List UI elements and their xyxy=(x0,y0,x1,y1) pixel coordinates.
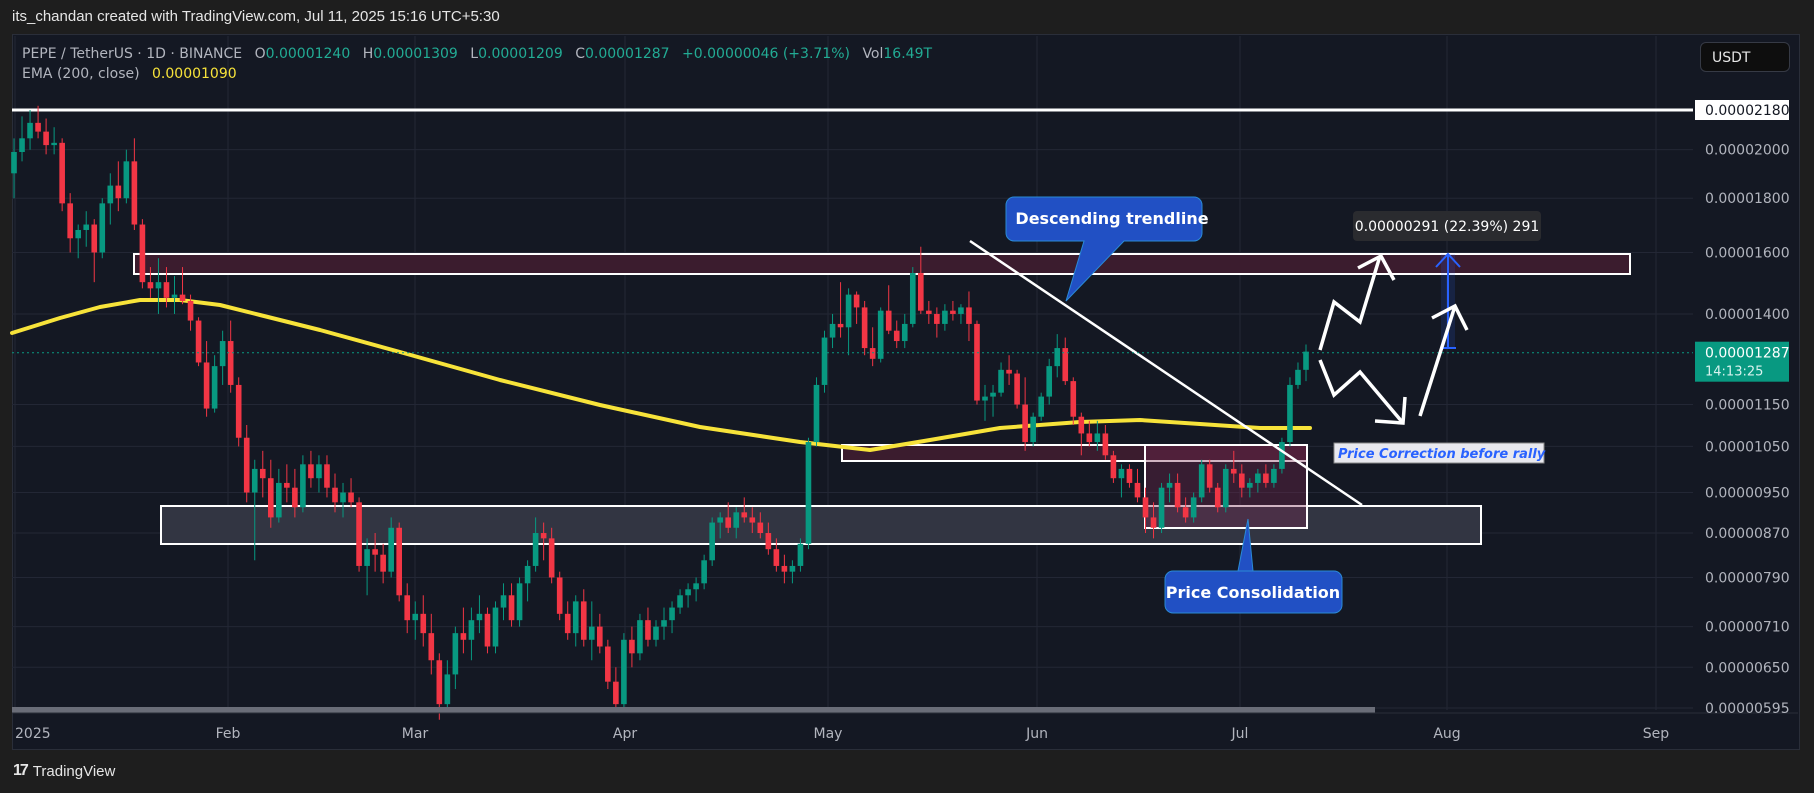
footer: 17 TradingView xyxy=(13,762,115,780)
footer-brand[interactable]: TradingView xyxy=(32,762,116,780)
svg-text:0.00000650: 0.00000650 xyxy=(1705,660,1790,676)
ema-indicator-label[interactable]: EMA (200, close) xyxy=(22,66,140,82)
svg-text:0.00002000: 0.00002000 xyxy=(1705,143,1790,159)
high-value: 0.00001309 xyxy=(373,46,458,62)
svg-text:Jul: Jul xyxy=(1231,726,1249,742)
close-value: 0.00001287 xyxy=(584,46,670,62)
svg-text:Price Consolidation: Price Consolidation xyxy=(1166,583,1340,602)
svg-text:0.00000870: 0.00000870 xyxy=(1705,526,1790,542)
svg-text:0.00000710: 0.00000710 xyxy=(1705,620,1790,636)
close-label: C xyxy=(575,46,585,62)
chart-legend: PEPE / TetherUS · 1D · BINANCE O0.000012… xyxy=(22,44,932,84)
svg-text:Apr: Apr xyxy=(613,726,637,742)
volume-value: 16.49T xyxy=(883,46,933,62)
currency-button[interactable]: USDT xyxy=(1700,42,1790,72)
open-value: 0.00001240 xyxy=(265,46,351,62)
svg-text:0.00000595: 0.00000595 xyxy=(1705,701,1790,717)
chart-credit: its_chandan created with TradingView.com… xyxy=(12,8,500,25)
axes: 0.00002180 0.00002000 0.00001800 0.00001600… xyxy=(12,36,1798,742)
volume-label: Vol xyxy=(862,46,884,62)
drawing-tools: Descending trendline Price Consolidation P… xyxy=(12,196,1693,614)
svg-text:0.00000950: 0.00000950 xyxy=(1705,486,1790,502)
svg-text:0.00001050: 0.00001050 xyxy=(1705,439,1790,455)
svg-text:Descending trendline: Descending trendline xyxy=(1015,209,1208,228)
low-value: 0.00001209 xyxy=(478,46,563,62)
svg-text:Sep: Sep xyxy=(1643,726,1670,742)
symbol-title[interactable]: PEPE / TetherUS · 1D · BINANCE xyxy=(22,46,243,62)
svg-text:14:13:25: 14:13:25 xyxy=(1705,365,1763,380)
open-label: O xyxy=(254,46,266,62)
high-label: H xyxy=(362,46,374,62)
svg-text:0.00001800: 0.00001800 xyxy=(1705,191,1790,207)
svg-text:0.00000291 (22.39%) 291: 0.00000291 (22.39%) 291 xyxy=(1355,219,1540,235)
svg-text:Jun: Jun xyxy=(1025,726,1048,742)
svg-text:Feb: Feb xyxy=(216,726,241,742)
svg-text:0.00002180: 0.00002180 xyxy=(1705,103,1790,119)
change-value: +0.00000046 (+3.71%) xyxy=(682,46,850,62)
svg-text:0.00001150: 0.00001150 xyxy=(1705,398,1790,414)
svg-text:Aug: Aug xyxy=(1433,726,1460,742)
svg-text:0.00001287: 0.00001287 xyxy=(1705,346,1790,362)
svg-text:May: May xyxy=(814,726,843,742)
ema-line xyxy=(10,298,1312,452)
grid-lines xyxy=(12,36,1693,710)
svg-text:0.00001600: 0.00001600 xyxy=(1705,245,1790,261)
ema-indicator-value: 0.00001090 xyxy=(152,66,237,82)
svg-text:0.00001400: 0.00001400 xyxy=(1705,307,1790,323)
svg-text:Mar: Mar xyxy=(402,726,429,742)
svg-text:Price Correction before rally: Price Correction before rally xyxy=(1338,447,1546,462)
svg-text:0.00000790: 0.00000790 xyxy=(1705,570,1790,586)
tradingview-logo-icon: 17 xyxy=(13,762,29,779)
chart-frame[interactable] xyxy=(12,34,1800,750)
low-label: L xyxy=(470,46,479,62)
svg-text:2025: 2025 xyxy=(15,726,51,742)
candlesticks xyxy=(11,105,1309,720)
